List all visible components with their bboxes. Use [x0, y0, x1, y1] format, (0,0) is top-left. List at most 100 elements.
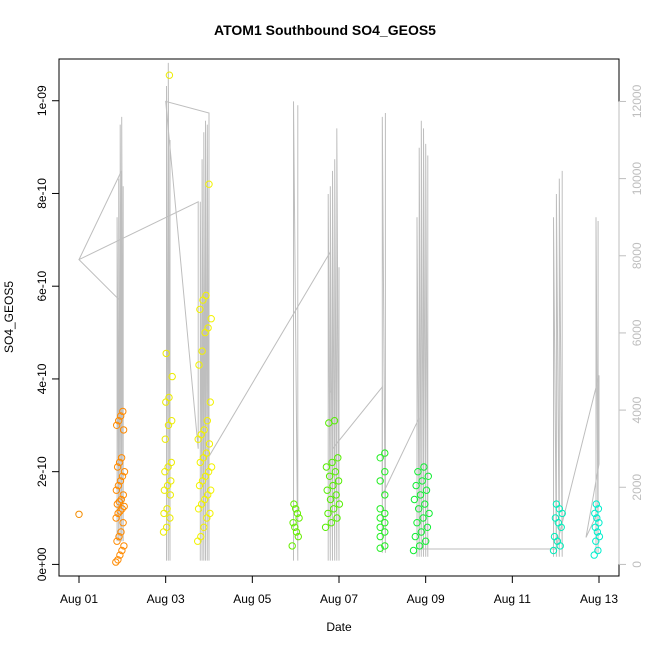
data-point: [328, 458, 336, 467]
data-point: [590, 551, 598, 559]
data-point: [381, 519, 389, 527]
data-point: [381, 542, 389, 550]
data-point: [335, 500, 344, 508]
data-point: [113, 537, 121, 545]
data-point: [118, 546, 126, 555]
data-point: [206, 509, 214, 518]
data-point: [550, 532, 559, 541]
data-point: [197, 532, 205, 541]
data-point: [334, 454, 342, 462]
data-point: [198, 347, 206, 355]
data-point: [168, 417, 176, 425]
data-point: [422, 537, 430, 545]
data-point: [413, 519, 421, 527]
data-point: [112, 514, 120, 522]
data-point: [594, 546, 602, 555]
data-point: [117, 528, 125, 536]
data-point: [325, 472, 334, 480]
data-point: [411, 532, 419, 541]
altitude-burst: [595, 217, 599, 553]
data-point: [323, 486, 331, 494]
data-point: [162, 349, 170, 358]
data-point: [165, 71, 174, 79]
y-tick-label: 0e+00: [35, 547, 49, 581]
data-point: [591, 523, 599, 531]
data-point: [115, 498, 124, 506]
data-point: [196, 305, 204, 314]
data-point: [594, 505, 603, 513]
data-point: [552, 500, 561, 508]
altitude-burst: [116, 116, 124, 542]
data-point: [409, 546, 418, 555]
data-point: [288, 542, 296, 550]
altitude-burst: [381, 113, 386, 553]
data-point: [163, 505, 171, 513]
data-point: [119, 491, 128, 499]
data-point: [291, 523, 299, 531]
data-point: [415, 505, 423, 513]
data-point: [418, 477, 426, 485]
data-point: [326, 495, 335, 504]
data-point: [75, 510, 83, 518]
data-point: [592, 500, 600, 508]
data-point: [113, 421, 121, 429]
data-point: [381, 468, 389, 476]
data-point: [415, 542, 424, 550]
data-point: [113, 500, 122, 508]
data-point: [381, 528, 389, 536]
data-point: [419, 514, 427, 522]
data-point: [329, 481, 337, 490]
points-layer: [75, 71, 604, 566]
data-point: [424, 472, 432, 480]
data-point: [166, 491, 175, 499]
x-tick-label: Aug 05: [233, 592, 271, 606]
y2-tick-label: 2000: [630, 474, 644, 501]
data-point: [200, 523, 208, 531]
data-point: [423, 523, 432, 531]
data-point: [161, 435, 170, 443]
data-point: [116, 551, 124, 559]
data-point: [321, 523, 330, 531]
data-point: [381, 509, 389, 518]
altitude-burst: [416, 120, 429, 557]
data-point: [119, 407, 127, 416]
data-point: [593, 528, 602, 536]
data-point: [289, 519, 297, 527]
data-point: [330, 505, 338, 513]
data-point: [207, 486, 215, 494]
data-point: [376, 454, 384, 462]
data-point: [330, 417, 339, 425]
data-point: [295, 514, 303, 522]
y2-tick-label: 4000: [630, 396, 644, 423]
data-point: [376, 523, 384, 531]
data-point: [421, 500, 429, 508]
y2-tick-label: 0: [630, 561, 644, 568]
data-point: [205, 180, 213, 188]
data-point: [114, 556, 122, 564]
data-point: [166, 514, 174, 522]
data-point: [381, 449, 389, 457]
data-point: [167, 458, 176, 467]
y2-tick-label: 12000: [630, 84, 644, 118]
data-point: [112, 558, 120, 566]
data-point: [163, 523, 171, 531]
data-point: [376, 514, 384, 522]
data-point: [549, 546, 558, 555]
data-point: [376, 477, 384, 485]
data-point: [167, 477, 175, 485]
data-point: [165, 393, 173, 402]
data-point: [115, 458, 124, 467]
data-point: [595, 519, 603, 527]
data-point: [290, 500, 298, 508]
data-point: [120, 542, 128, 550]
data-point: [416, 491, 425, 499]
data-point: [112, 486, 121, 494]
y2-tick-label: 6000: [630, 319, 644, 346]
data-point: [332, 491, 340, 499]
data-point: [204, 324, 212, 332]
y-tick-label: 4e-10: [35, 363, 49, 394]
data-point: [200, 426, 208, 434]
x-tick-label: Aug 01: [60, 592, 98, 606]
